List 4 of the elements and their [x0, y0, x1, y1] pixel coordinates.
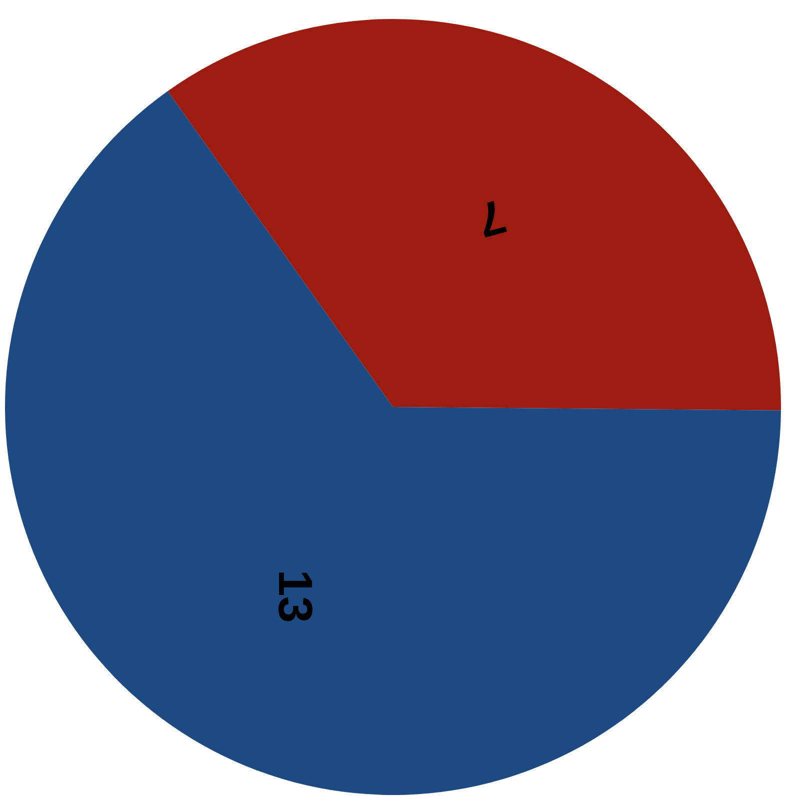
- pie-slice: [6, 91, 781, 795]
- data-label: 13: [268, 570, 321, 623]
- data-label: 7: [472, 188, 512, 247]
- pie-slice: [168, 19, 781, 410]
